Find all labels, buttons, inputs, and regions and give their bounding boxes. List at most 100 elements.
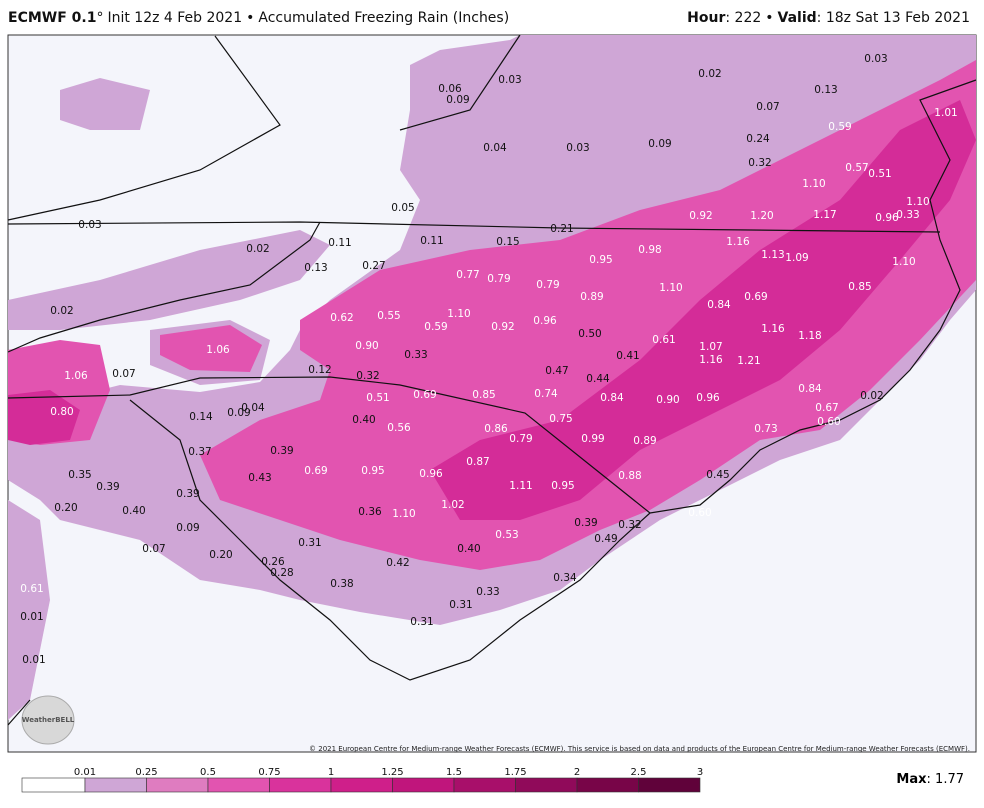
value-label: 1.10 bbox=[447, 308, 470, 320]
value-label: 0.07 bbox=[142, 543, 165, 555]
value-label: 0.79 bbox=[487, 273, 510, 285]
hour-value: : 222 bbox=[725, 10, 762, 26]
colorbar-tick-label: 2.5 bbox=[631, 767, 647, 778]
model: ECMWF 0.1 bbox=[8, 10, 97, 26]
value-label: 0.95 bbox=[361, 465, 384, 477]
value-label: 0.09 bbox=[446, 94, 469, 106]
value-label: 0.84 bbox=[707, 299, 731, 311]
hour-label: Hour bbox=[687, 10, 726, 26]
value-label: 1.16 bbox=[699, 354, 723, 366]
colorbar-segment bbox=[330, 777, 393, 793]
colorbar-tick-label: 1.75 bbox=[504, 767, 526, 778]
value-label: 0.90 bbox=[355, 340, 378, 352]
colorbar-segment bbox=[392, 777, 455, 793]
product: Accumulated Freezing Rain (Inches) bbox=[258, 10, 510, 26]
value-label: 0.07 bbox=[756, 101, 779, 113]
value-label: 0.07 bbox=[112, 368, 135, 380]
value-label: 0.67 bbox=[815, 402, 838, 414]
value-label: 0.96 bbox=[875, 212, 899, 224]
value-label: 0.02 bbox=[246, 243, 269, 255]
value-label: 0.69 bbox=[304, 465, 327, 477]
value-label: 0.74 bbox=[534, 388, 558, 400]
value-label: 0.32 bbox=[618, 519, 641, 531]
value-label: 1.11 bbox=[509, 480, 532, 492]
value-label: 0.39 bbox=[270, 445, 293, 457]
value-label: 0.96 bbox=[696, 392, 720, 404]
value-label: 0.24 bbox=[746, 133, 770, 145]
value-label: 0.80 bbox=[50, 406, 73, 418]
value-label: 0.57 bbox=[845, 162, 868, 174]
value-label: 0.60 bbox=[817, 416, 840, 428]
colorbar-tick-label: 1 bbox=[328, 767, 334, 778]
value-label: 0.51 bbox=[868, 168, 891, 180]
value-label: 0.02 bbox=[50, 305, 73, 317]
colorbar-segment bbox=[515, 777, 578, 793]
value-label: 0.92 bbox=[491, 321, 514, 333]
colorbar-segment bbox=[146, 777, 209, 793]
value-label: 0.20 bbox=[209, 549, 232, 561]
value-label: 1.13 bbox=[761, 249, 784, 261]
value-label: 0.31 bbox=[410, 616, 433, 628]
value-label: 0.96 bbox=[533, 315, 557, 327]
value-label: 0.60 bbox=[688, 507, 711, 519]
value-label: 0.73 bbox=[754, 423, 777, 435]
value-label: 1.16 bbox=[726, 236, 750, 248]
value-label: 0.89 bbox=[580, 291, 603, 303]
value-label: 0.04 bbox=[241, 402, 265, 414]
value-label: 0.99 bbox=[581, 433, 604, 445]
colorbar-segment bbox=[207, 777, 270, 793]
value-label: 0.03 bbox=[864, 53, 887, 65]
value-label: 0.36 bbox=[358, 506, 382, 518]
value-label: 0.61 bbox=[20, 583, 43, 595]
header-left: ECMWF 0.1° Init 12z 4 Feb 2021 • Accumulate… bbox=[8, 10, 513, 26]
value-label: 0.69 bbox=[413, 389, 436, 401]
colorbar-segment bbox=[269, 777, 332, 793]
max-label: Max bbox=[896, 772, 927, 787]
init: Init 12z 4 Feb 2021 bbox=[107, 10, 243, 26]
value-label: 0.90 bbox=[656, 394, 679, 406]
max-value: : 1.77 bbox=[926, 772, 964, 787]
value-label: 0.59 bbox=[424, 321, 447, 333]
value-label: 0.11 bbox=[328, 237, 351, 249]
logo: WeatherBELL bbox=[21, 695, 75, 745]
value-label: 0.31 bbox=[298, 537, 321, 549]
value-label: 0.85 bbox=[472, 389, 495, 401]
value-label: 0.40 bbox=[122, 505, 145, 517]
valid-label: Valid bbox=[777, 10, 817, 26]
colorbar-segment bbox=[638, 777, 701, 793]
value-labels: 0.060.090.03 0.020.130.030.07 1.010.590.24… bbox=[20, 53, 957, 714]
value-label: 0.39 bbox=[574, 517, 597, 529]
value-label: 0.84 bbox=[600, 392, 624, 404]
value-label: 0.96 bbox=[419, 468, 443, 480]
value-label: 0.77 bbox=[456, 269, 479, 281]
value-label: 0.69 bbox=[744, 291, 767, 303]
value-label: 0.41 bbox=[616, 350, 639, 362]
value-label: 0.38 bbox=[330, 578, 353, 590]
value-label: 0.62 bbox=[330, 312, 353, 324]
value-label: 0.39 bbox=[96, 481, 119, 493]
value-label: 0.43 bbox=[248, 472, 271, 484]
value-label: 0.88 bbox=[618, 470, 641, 482]
value-label: 1.07 bbox=[699, 341, 722, 353]
value-label: 0.14 bbox=[189, 411, 213, 423]
value-label: 0.01 bbox=[22, 654, 45, 666]
value-label: 1.02 bbox=[441, 499, 464, 511]
value-label: 1.10 bbox=[659, 282, 682, 294]
colorbar-tick-label: 2 bbox=[574, 767, 580, 778]
value-label: 0.33 bbox=[476, 586, 499, 598]
value-label: 0.55 bbox=[377, 310, 400, 322]
value-label: 0.85 bbox=[848, 281, 871, 293]
logo-text: WeatherBELL bbox=[22, 716, 75, 724]
valid-value: : 18z Sat 13 Feb 2021 bbox=[816, 10, 970, 26]
degree: ° bbox=[96, 10, 104, 26]
value-label: 0.06 bbox=[438, 83, 462, 95]
value-label: 0.95 bbox=[589, 254, 612, 266]
colorbar-segment bbox=[84, 777, 147, 793]
colorbar-tick-label: 0.75 bbox=[258, 767, 280, 778]
colorbar-tick-label: 3 bbox=[697, 767, 703, 778]
value-label: 0.04 bbox=[483, 142, 507, 154]
value-label: 0.95 bbox=[551, 480, 574, 492]
colorbar-tick-label: 1.25 bbox=[381, 767, 403, 778]
colorbar-tick-label: 1.5 bbox=[446, 767, 462, 778]
